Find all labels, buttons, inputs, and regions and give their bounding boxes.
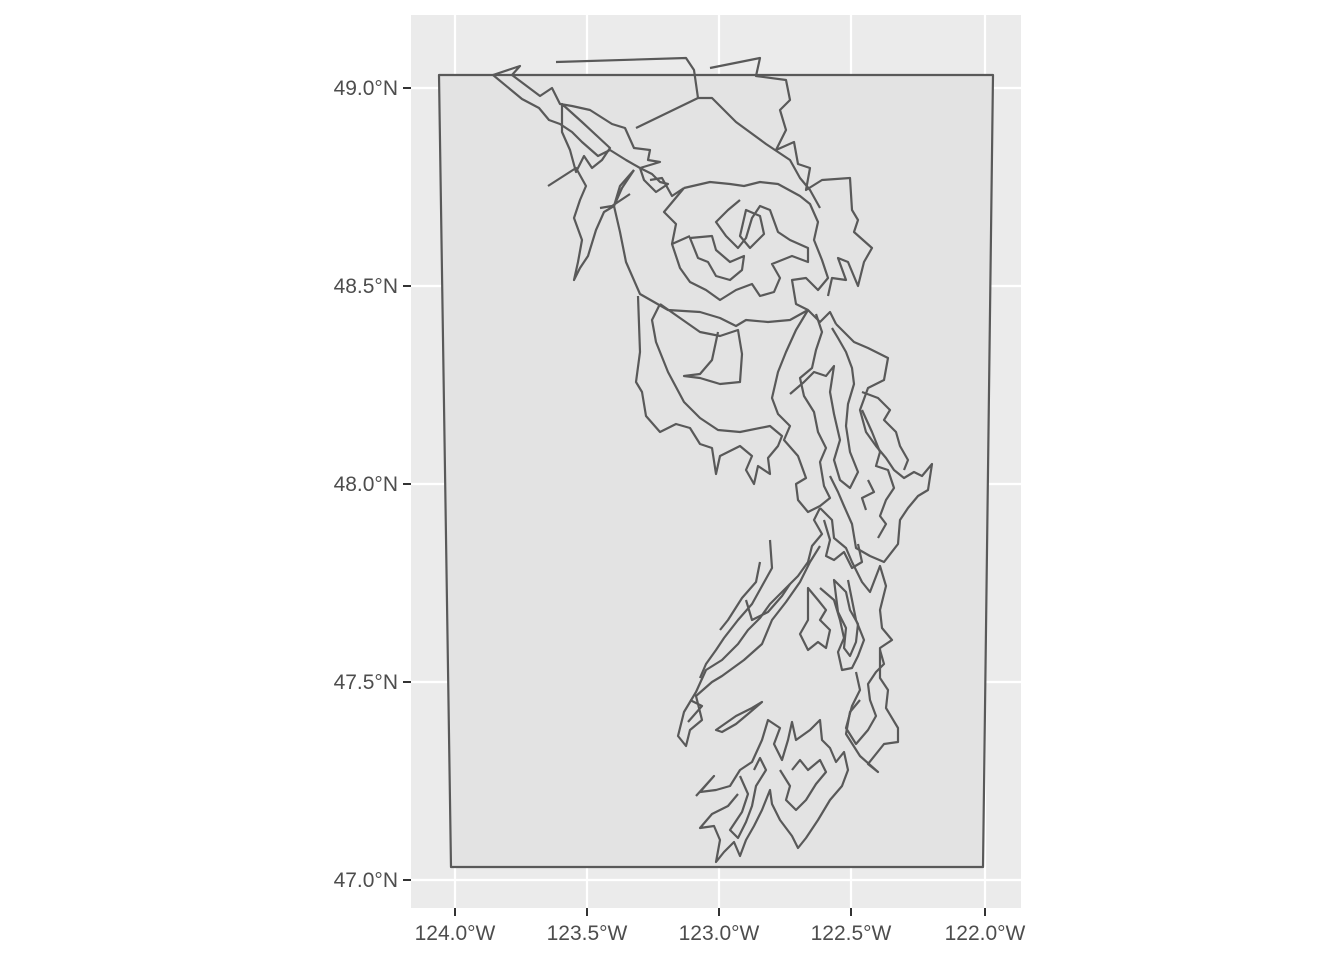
x-tick-label: 123.0°W (679, 922, 760, 945)
shoreline-olympic-north (634, 295, 784, 486)
shoreline-north-3 (709, 56, 874, 297)
y-tick-label: 47.5°N (334, 671, 398, 694)
shoreline-outlines (491, 56, 934, 864)
shoreline-orcas (662, 180, 830, 311)
y-tick-label: 47.0°N (334, 869, 398, 892)
shoreline-west-island (547, 102, 635, 282)
shoreline-hood-canal (819, 579, 866, 672)
shoreline-south-sound (695, 718, 850, 864)
shoreline-skagit (860, 390, 910, 539)
y-tick-label: 48.0°N (334, 473, 398, 496)
y-axis: 47.0°N 47.5°N 48.0°N 48.5°N 49.0°N (334, 77, 411, 892)
shoreline-lopez (612, 169, 837, 328)
shoreline-vashon (798, 578, 860, 658)
shoreline-camano (829, 323, 934, 564)
shoreline-north-1 (491, 64, 670, 194)
x-tick-label: 122.5°W (811, 922, 892, 945)
shoreline-puget-west (676, 507, 824, 748)
x-tick-label: 123.5°W (547, 922, 628, 945)
shoreline-south-inlet-2 (779, 758, 828, 812)
shoreline-south-inlet-1 (728, 756, 768, 840)
shoreline-kitsap (698, 539, 791, 679)
shoreline-whidbey (770, 309, 832, 514)
x-axis: 124.0°W 123.5°W 123.0°W 122.5°W 122.0°W (415, 908, 1026, 945)
shoreline-whidbey-inner (789, 327, 860, 490)
y-tick-label: 49.0°N (334, 77, 398, 100)
shoreline-san-juan (649, 176, 766, 282)
x-tick-label: 124.0°W (415, 922, 496, 945)
shoreline-case-inlet (687, 699, 764, 734)
shoreline-northeast (822, 519, 864, 570)
y-tick-label: 48.5°N (334, 275, 398, 298)
shoreline-puget-east (819, 507, 900, 774)
shoreline-tacoma (844, 649, 886, 746)
shoreline-dungeness (659, 303, 744, 386)
x-tick-label: 122.0°W (945, 922, 1026, 945)
